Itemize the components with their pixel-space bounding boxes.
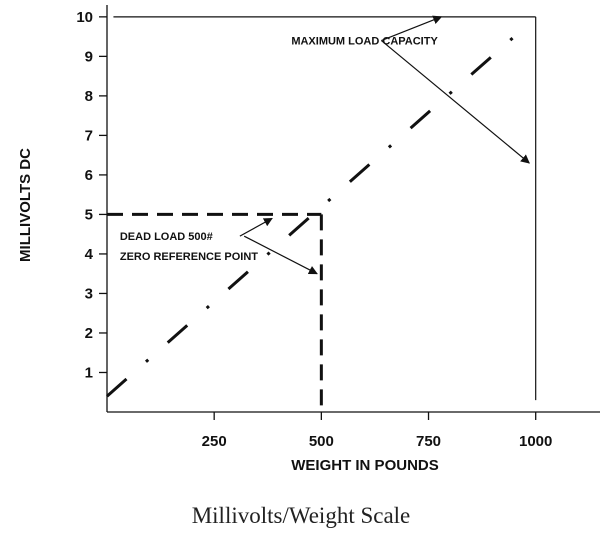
y-tick-label: 8 bbox=[85, 88, 93, 105]
annotation-arrow-1-1 bbox=[381, 15, 443, 42]
y-tick-label: 10 bbox=[76, 9, 93, 26]
annotation-arrow-2-1 bbox=[239, 217, 273, 237]
y-tick-label: 4 bbox=[85, 246, 94, 263]
annotation-arrow-1-2 bbox=[380, 40, 530, 164]
y-axis-title: MILLIVOLTS DC bbox=[17, 148, 34, 262]
axes bbox=[106, 5, 600, 413]
y-tick-label: 1 bbox=[85, 364, 93, 381]
annotation-arrow-3-1 bbox=[243, 235, 318, 275]
y-tick-label: 2 bbox=[85, 325, 93, 342]
y-tick-label: 3 bbox=[85, 285, 93, 302]
ticks: 1 2 3 4 5 6 7 8 9 10 250 500 750 1000 bbox=[76, 9, 552, 450]
annotations: MAXIMUM LOAD CAPACITY DEAD LOAD 500# ZERO … bbox=[120, 15, 530, 275]
x-axis-title: WEIGHT IN POUNDS bbox=[291, 457, 439, 474]
x-tick-label: 500 bbox=[309, 433, 334, 450]
x-tick-label: 1000 bbox=[519, 433, 552, 450]
y-tick-label: 5 bbox=[85, 206, 93, 223]
y-tick-label: 7 bbox=[85, 127, 93, 144]
figure-caption: Millivolts/Weight Scale bbox=[191, 503, 411, 528]
series bbox=[106, 35, 516, 398]
annotation-label-1: MAXIMUM LOAD CAPACITY bbox=[291, 36, 438, 48]
y-tick-label: 6 bbox=[85, 167, 93, 184]
reference-lines bbox=[107, 16, 537, 412]
annotation-label-2: DEAD LOAD 500# bbox=[120, 231, 213, 243]
annotation-label-3: ZERO REFERENCE POINT bbox=[120, 251, 258, 263]
series-line-1 bbox=[106, 35, 516, 398]
x-tick-label: 250 bbox=[202, 433, 227, 450]
y-tick-label: 9 bbox=[85, 48, 93, 65]
x-tick-label: 750 bbox=[416, 433, 441, 450]
